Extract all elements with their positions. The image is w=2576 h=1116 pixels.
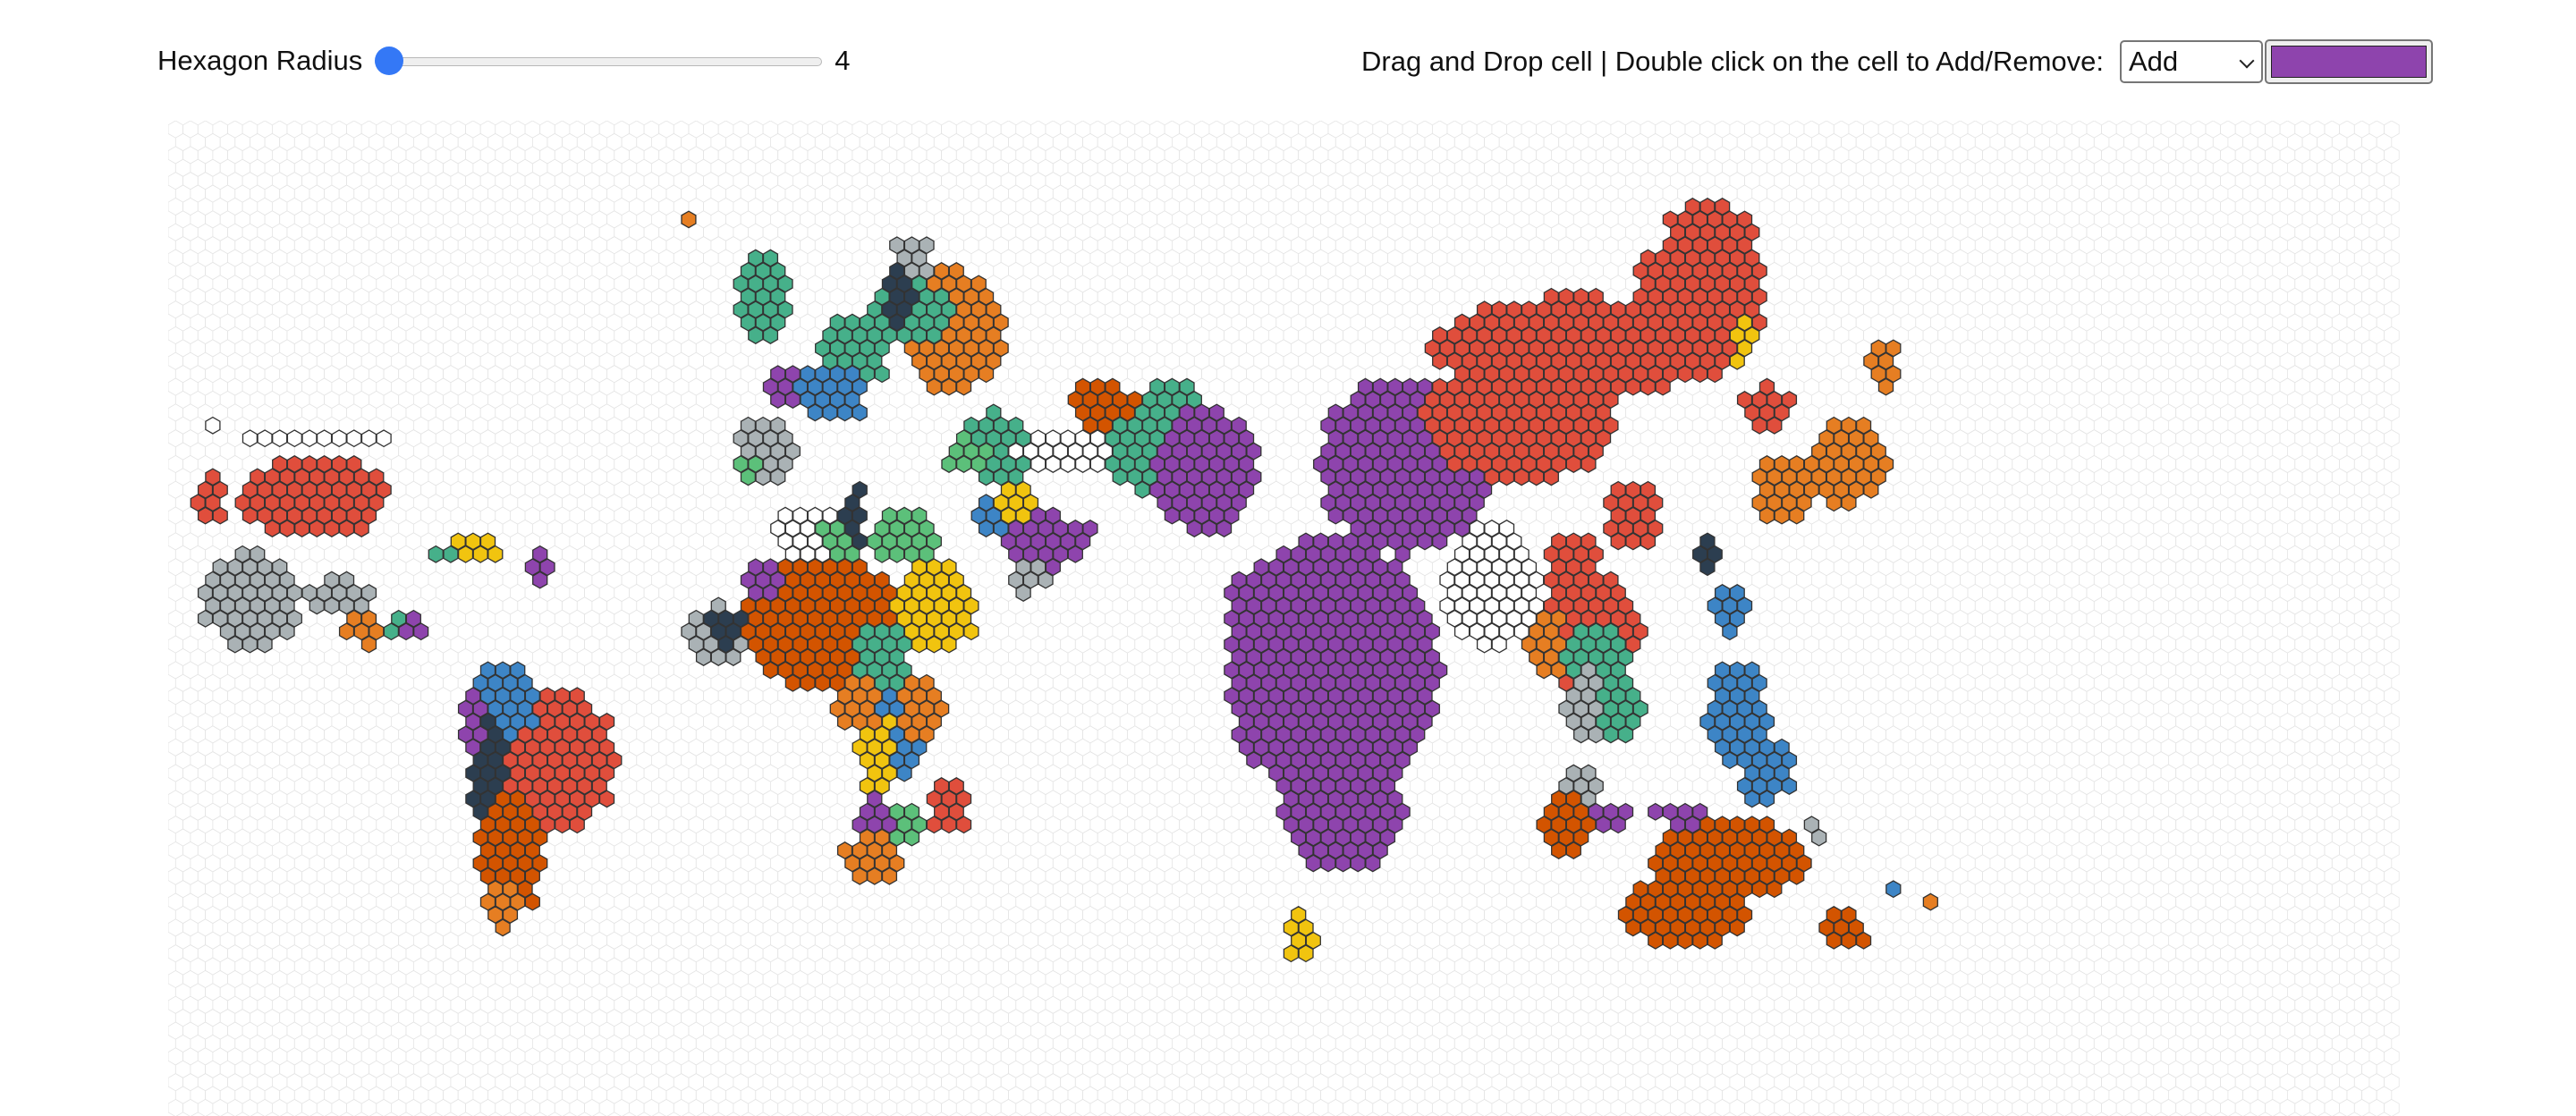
edit-mode-label: Drag and Drop cell | Double click on the…	[1361, 46, 2104, 77]
hexagon-radius-label: Hexagon Radius	[157, 45, 363, 76]
slider-track	[375, 57, 823, 66]
edit-mode-selected-value: Add	[2129, 46, 2179, 77]
hex-map-area[interactable]	[168, 121, 2401, 1116]
cell-color-picker[interactable]	[2265, 39, 2433, 84]
chevron-down-icon	[2239, 53, 2255, 69]
slider-thumb[interactable]	[375, 46, 404, 75]
edit-mode-control: Drag and Drop cell | Double click on the…	[1361, 39, 2433, 84]
hex-world-map[interactable]	[168, 121, 2401, 1116]
cell-color-swatch	[2271, 46, 2427, 78]
edit-mode-select[interactable]: Add	[2120, 40, 2263, 83]
hexagon-radius-value: 4	[835, 45, 851, 76]
hexagon-radius-control: Hexagon Radius 4	[157, 39, 850, 82]
toolbar: Hexagon Radius 4 Drag and Drop cell | Do…	[0, 0, 2576, 116]
hexagon-radius-slider[interactable]	[375, 43, 823, 79]
